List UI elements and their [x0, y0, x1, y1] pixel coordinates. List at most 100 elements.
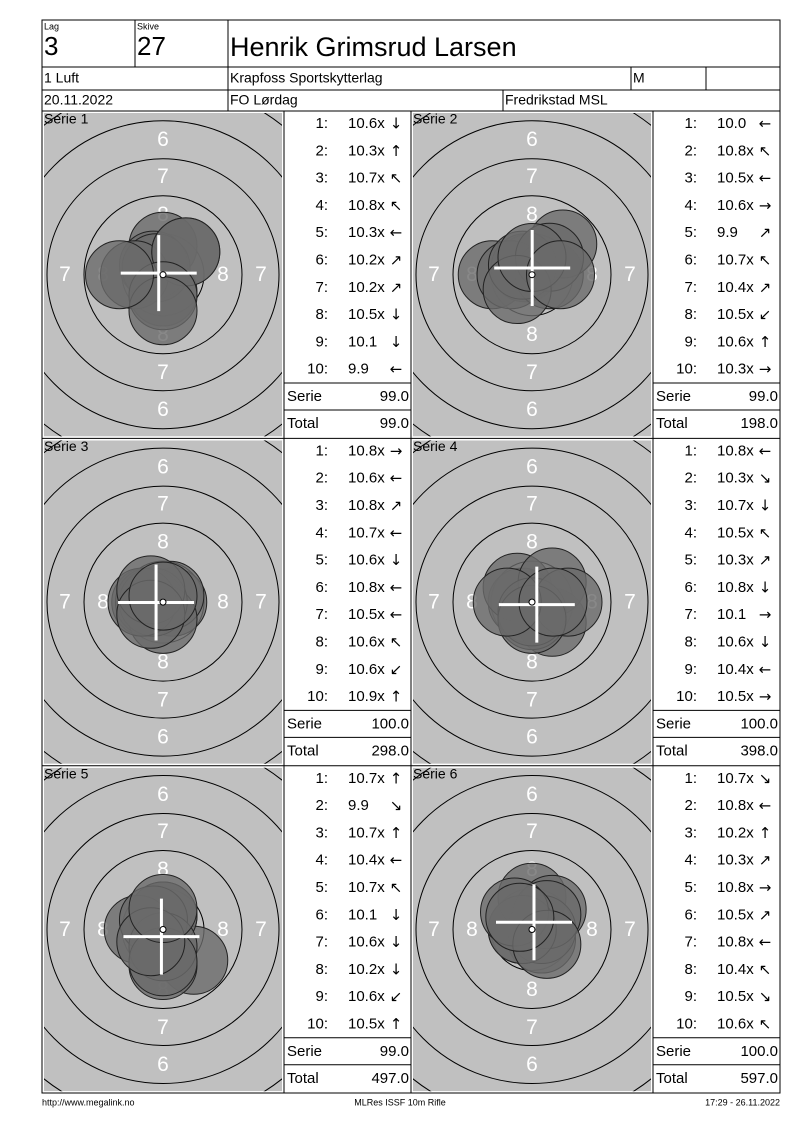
- ring: [44, 120, 282, 430]
- ring-label: 8: [97, 918, 109, 941]
- shot-direction: ↖: [759, 1015, 772, 1033]
- serie-label: Serie: [656, 715, 691, 732]
- shot-score: 10.3x: [717, 361, 754, 378]
- shot-score: 10.6x: [717, 633, 754, 650]
- shot-score: 9.9: [348, 797, 369, 814]
- shot-direction: ↖: [390, 633, 403, 651]
- target: 666677778888: [413, 440, 651, 764]
- shot-number: 6:: [684, 906, 697, 923]
- shot-direction: ↓: [390, 333, 403, 351]
- ring: [44, 447, 282, 757]
- ring-label: 7: [526, 165, 538, 188]
- total-score: 497.0: [371, 1070, 409, 1087]
- center-mark: [528, 598, 536, 606]
- shot-number: 9:: [684, 661, 697, 678]
- shot-direction: ↓: [759, 633, 772, 651]
- shot-number: 2:: [315, 142, 328, 159]
- shot-number: 7:: [684, 934, 697, 951]
- total-score: 198.0: [740, 415, 778, 432]
- shot-score: 9.9: [717, 224, 738, 241]
- ring-label: 8: [157, 858, 169, 881]
- shot-score: 10.3x: [348, 224, 385, 241]
- shot-direction: ↓: [390, 306, 403, 324]
- ring: [415, 485, 649, 719]
- shot-number: 1:: [684, 442, 697, 459]
- shot-number: 10:: [676, 1015, 697, 1032]
- shot-score: 10.6x: [348, 988, 385, 1005]
- ring: [452, 195, 612, 355]
- ring: [452, 522, 612, 682]
- ring-label: 6: [157, 128, 169, 151]
- shot-number: 1:: [315, 770, 328, 787]
- shot-score: 10.8x: [717, 797, 754, 814]
- ring: [452, 850, 612, 1009]
- target: 666677778888: [413, 767, 651, 1092]
- footer-program: MLRes ISSF 10m Rifle: [354, 1097, 446, 1107]
- shot-number: 10:: [676, 361, 697, 378]
- shot-direction: ↓: [390, 933, 403, 951]
- shot-number: 4:: [684, 524, 697, 541]
- shot-score: 10.8x: [348, 197, 385, 214]
- series-title: Serie 1: [44, 111, 89, 127]
- total-score: 597.0: [740, 1070, 778, 1087]
- target: 666677778888: [44, 440, 282, 764]
- ring-label: 8: [526, 531, 538, 554]
- shot-direction: ←: [759, 169, 772, 187]
- shot-number: 2:: [315, 797, 328, 814]
- shot-direction: ↑: [390, 142, 403, 160]
- serie-label: Serie: [287, 715, 322, 732]
- shot-direction: ↘: [390, 797, 403, 815]
- shot-direction: ↑: [390, 1015, 403, 1033]
- ring-label: 6: [157, 783, 169, 806]
- ring-label: 8: [586, 918, 598, 941]
- shot-score: 10.1: [348, 906, 377, 923]
- event: FO Lørdag: [230, 92, 298, 108]
- shot-number: 1:: [684, 770, 697, 787]
- shot-direction: →: [390, 442, 403, 460]
- shot-number: 7:: [315, 606, 328, 623]
- series-title: Serie 3: [44, 438, 89, 454]
- shot-score: 10.2x: [717, 824, 754, 841]
- center-mark: [159, 271, 167, 279]
- shot-score: 10.8x: [717, 442, 754, 459]
- shot-score: 10.8x: [717, 934, 754, 951]
- shot-score: 10.3x: [717, 470, 754, 487]
- ring-label: 7: [59, 263, 71, 286]
- shot-direction: ↓: [759, 578, 772, 596]
- shot-hole: [485, 882, 555, 952]
- shot-number: 6:: [684, 579, 697, 596]
- ring-label: 8: [466, 591, 478, 614]
- ring-label: 7: [526, 1016, 538, 1039]
- shot-score: 10.2x: [348, 961, 385, 978]
- shot-score: 10.6x: [348, 470, 385, 487]
- serie-score: 100.0: [371, 715, 409, 732]
- ring-label: 7: [255, 263, 267, 286]
- shot-number: 9:: [315, 988, 328, 1005]
- shot-direction: ←: [390, 224, 403, 242]
- shot-direction: ↖: [390, 879, 403, 897]
- serie-score: 99.0: [380, 1043, 409, 1060]
- ring-label: 6: [526, 456, 538, 479]
- shot-direction: ←: [390, 578, 403, 596]
- shot-number: 7:: [315, 279, 328, 296]
- shot-score: 10.6x: [717, 333, 754, 350]
- center-mark: [159, 598, 167, 606]
- ring-label: 7: [428, 263, 440, 286]
- serie-label: Serie: [656, 388, 691, 405]
- shot-direction: ↓: [759, 497, 772, 515]
- shot-number: 2:: [684, 142, 697, 159]
- club: Krapfoss Sportskytterlag: [230, 70, 383, 86]
- ring: [413, 775, 651, 1084]
- shot-number: 5:: [684, 879, 697, 896]
- ring: [83, 195, 243, 355]
- shot-score: 10.5x: [717, 688, 754, 705]
- ring-label: 8: [97, 591, 109, 614]
- class: 1 Luft: [44, 70, 79, 86]
- skive-label: Skive: [137, 21, 159, 31]
- shot-number: 4:: [315, 197, 328, 214]
- shot-number: 6:: [315, 251, 328, 268]
- shot-direction: ↗: [390, 278, 403, 296]
- shot-direction: ↙: [759, 306, 772, 324]
- series-title: Serie 6: [413, 766, 458, 782]
- shot-score: 10.7x: [348, 824, 385, 841]
